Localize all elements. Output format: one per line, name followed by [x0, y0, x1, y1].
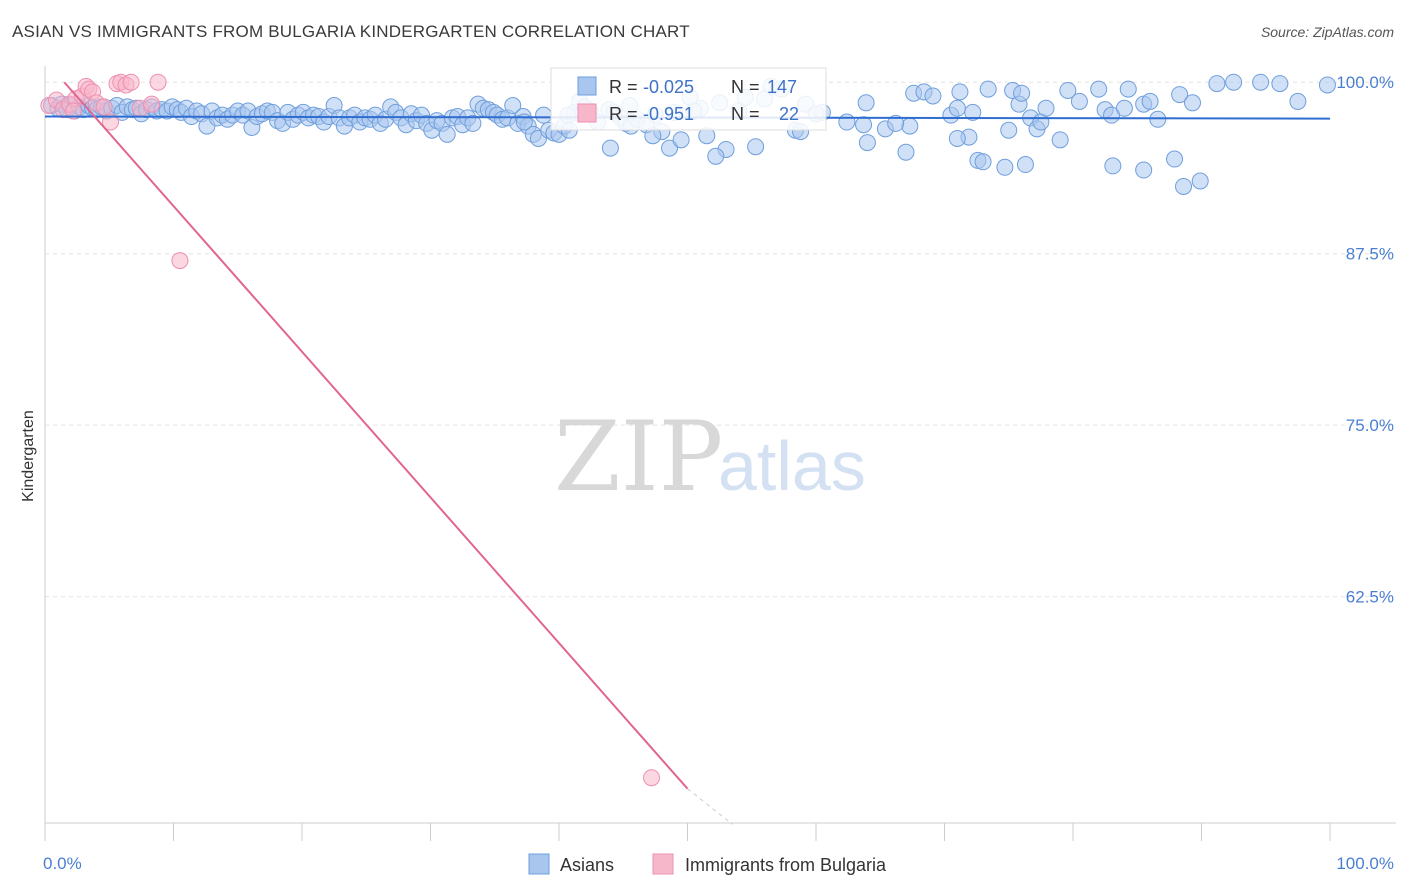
asian-point [838, 113, 856, 131]
y-axis-label: Kindergarten [20, 410, 37, 502]
bulgaria-point [64, 102, 82, 120]
asian-point [964, 103, 982, 121]
asian-point [1016, 156, 1034, 174]
legend-bulgaria-r-label: R = [609, 104, 638, 124]
asian-point [1171, 86, 1189, 104]
asian-point [901, 117, 919, 135]
x-tick-label-0: 0.0% [43, 854, 82, 873]
asian-point [1135, 161, 1153, 179]
asian-point [887, 114, 905, 132]
bulgaria-trend-line [63, 81, 689, 790]
chart-title: ASIAN VS IMMIGRANTS FROM BULGARIA KINDER… [12, 22, 690, 41]
bulgaria-points [40, 73, 661, 787]
watermark-zip: ZIP [554, 401, 723, 513]
asian-point [1175, 177, 1193, 195]
asian-point [1037, 99, 1055, 117]
asian-point [601, 139, 619, 157]
asian-point [1119, 80, 1137, 98]
legend-bulgaria-swatch [577, 103, 597, 123]
bottom-legend-asians-label: Asians [560, 855, 614, 875]
bottom-legend-bulgaria-swatch [652, 853, 674, 875]
asian-point [948, 129, 966, 147]
x-tick-labels: 0.0% 100.0% [43, 854, 1394, 873]
legend-asians-n-value: 147 [767, 77, 797, 97]
asian-point [1289, 92, 1307, 110]
legend-bulgaria-n-value: 22 [779, 104, 799, 124]
asian-point [855, 116, 873, 134]
y-tick-label-1: 87.5% [1346, 245, 1394, 264]
asian-point [1115, 99, 1133, 117]
asian-point [1104, 157, 1122, 175]
y-tick-labels: 100.0% 87.5% 75.0% 62.5% [1336, 73, 1394, 606]
asian-point [1191, 172, 1209, 190]
asian-point [974, 153, 992, 171]
asian-point [747, 138, 765, 156]
y-tick-label-0: 100.0% [1336, 73, 1394, 92]
asian-point [672, 131, 690, 149]
asian-point [1059, 81, 1077, 99]
legend-asians-swatch [577, 76, 597, 96]
bulgaria-point [643, 769, 661, 787]
asian-point [535, 106, 553, 124]
legend-asians-r-value: -0.025 [643, 77, 694, 97]
asian-point [438, 125, 456, 143]
legend-background [550, 67, 827, 131]
asian-point [948, 99, 966, 117]
legend-asians-n-label: N = [731, 77, 760, 97]
asian-point [858, 134, 876, 152]
chart-source: Source: ZipAtlas.com [1260, 24, 1394, 40]
bulgaria-point [171, 252, 189, 270]
asian-point [1141, 92, 1159, 110]
asian-point [857, 94, 875, 112]
asian-point [1252, 73, 1270, 91]
asian-point [996, 158, 1014, 176]
watermark-atlas: atlas [718, 427, 866, 505]
legend-bulgaria-r-value: -0.951 [643, 104, 694, 124]
bulgaria-point [143, 95, 161, 113]
asian-point [707, 147, 725, 165]
bottom-legend: Asians Immigrants from Bulgaria [528, 853, 887, 875]
asian-point [1051, 131, 1069, 149]
x-tick-label-1: 100.0% [1336, 854, 1394, 873]
asian-point [1090, 80, 1108, 98]
asian-point [464, 114, 482, 132]
asian-point [1184, 94, 1202, 112]
asian-point [1070, 92, 1088, 110]
bulgaria-point [122, 73, 140, 91]
y-tick-label-3: 62.5% [1346, 588, 1394, 607]
legend-asians-r-label: R = [609, 77, 638, 97]
asian-point [1000, 121, 1018, 139]
asian-point [1013, 84, 1031, 102]
bulgaria-point [102, 113, 120, 131]
legend-box: R = -0.025 N = 147 R = -0.951 N = 22 [550, 67, 827, 131]
asian-point [897, 143, 915, 161]
bottom-legend-asians-swatch [528, 853, 550, 875]
legend-bulgaria-n-label: N = [731, 104, 760, 124]
asian-point [1318, 76, 1336, 94]
bottom-legend-bulgaria-label: Immigrants from Bulgaria [685, 855, 887, 875]
asian-point [1271, 75, 1289, 93]
asian-point [951, 83, 969, 101]
asian-point [504, 97, 522, 115]
asian-point [924, 87, 942, 105]
watermark: ZIP atlas [554, 401, 866, 513]
asian-point [979, 80, 997, 98]
y-tick-label-2: 75.0% [1346, 416, 1394, 435]
asian-point [1225, 73, 1243, 91]
asian-point [1166, 150, 1184, 168]
bulgaria-point [149, 73, 167, 91]
axes [44, 66, 1396, 841]
bulgaria-trend-extension [687, 788, 733, 825]
asian-point [661, 139, 679, 157]
asian-point [1208, 75, 1226, 93]
bulgaria-point [95, 98, 113, 116]
